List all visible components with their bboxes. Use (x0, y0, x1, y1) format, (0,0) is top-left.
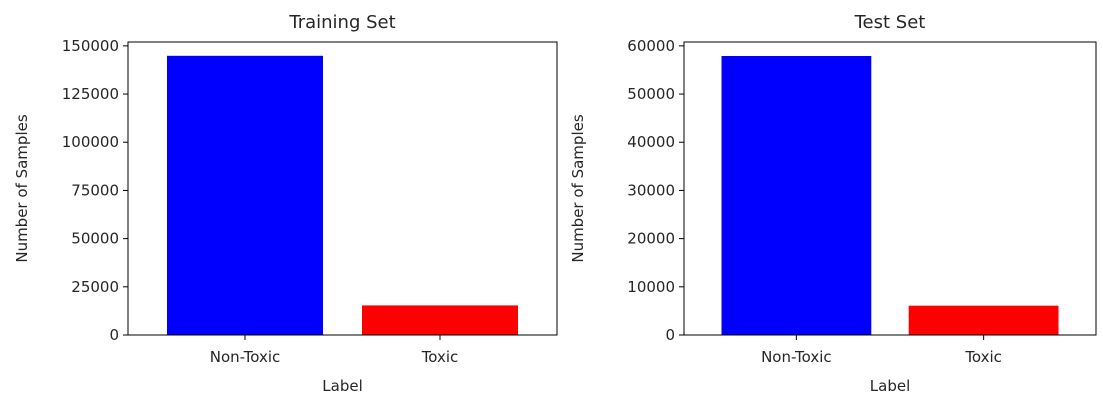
x-axis-label: Label (322, 377, 362, 395)
y-tick-label: 100000 (62, 133, 119, 151)
y-tick-label: 75000 (71, 181, 119, 199)
x-tick-label: Non-Toxic (210, 348, 281, 366)
y-axis-label: Number of Samples (13, 114, 31, 262)
axes-frame (683, 41, 1097, 336)
y-tick-label: 0 (109, 326, 119, 344)
y-tick-label: 10000 (627, 278, 675, 296)
y-tick-label: 40000 (627, 133, 675, 151)
y-axis-label: Number of Samples (569, 114, 587, 262)
chart-title: Training Set (288, 12, 395, 33)
y-tick-label: 30000 (627, 181, 675, 199)
y-tick-label: 25000 (71, 278, 119, 296)
x-tick-label: Toxic (964, 348, 1002, 366)
y-tick-label: 20000 (627, 230, 675, 248)
bar-non-toxic (721, 56, 872, 335)
y-tick-label: 50000 (71, 230, 119, 248)
bar-non-toxic (167, 55, 323, 336)
bar-toxic (908, 305, 1059, 335)
y-tick-label: 60000 (627, 37, 675, 55)
bar-toxic (362, 305, 518, 335)
y-tick-label: 125000 (62, 85, 119, 103)
y-tick-label: 150000 (62, 37, 119, 55)
y-tick-label: 50000 (627, 85, 675, 103)
axes-frame (127, 41, 558, 336)
chart-title: Test Set (854, 12, 926, 33)
x-tick-label: Non-Toxic (761, 348, 832, 366)
x-tick-label: Toxic (421, 348, 459, 366)
y-tick-label: 0 (665, 326, 675, 344)
x-axis-label: Label (870, 377, 910, 395)
